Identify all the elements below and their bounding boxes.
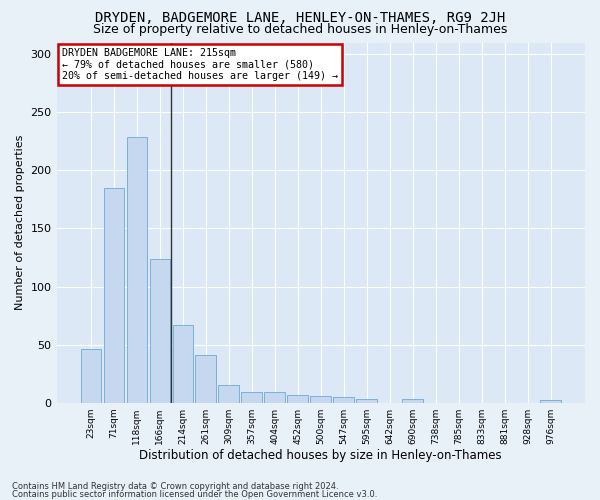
Text: DRYDEN, BADGEMORE LANE, HENLEY-ON-THAMES, RG9 2JH: DRYDEN, BADGEMORE LANE, HENLEY-ON-THAMES… [95, 11, 505, 25]
Bar [80, 350, 101, 403]
Bar [218, 386, 239, 402]
Bar [265, 392, 285, 402]
Bar [104, 188, 124, 402]
Bar [173, 325, 193, 402]
Bar [356, 399, 377, 402]
X-axis label: Distribution of detached houses by size in Henley-on-Thames: Distribution of detached houses by size … [139, 450, 502, 462]
Text: Size of property relative to detached houses in Henley-on-Thames: Size of property relative to detached ho… [93, 22, 507, 36]
Bar [310, 396, 331, 402]
Bar [403, 399, 423, 402]
Bar [241, 392, 262, 402]
Text: Contains public sector information licensed under the Open Government Licence v3: Contains public sector information licen… [12, 490, 377, 499]
Bar [196, 355, 216, 403]
Bar [149, 258, 170, 402]
Text: DRYDEN BADGEMORE LANE: 215sqm
← 79% of detached houses are smaller (580)
20% of : DRYDEN BADGEMORE LANE: 215sqm ← 79% of d… [62, 48, 338, 81]
Text: Contains HM Land Registry data © Crown copyright and database right 2024.: Contains HM Land Registry data © Crown c… [12, 482, 338, 491]
Bar [127, 136, 147, 402]
Bar [540, 400, 561, 402]
Bar [287, 394, 308, 402]
Y-axis label: Number of detached properties: Number of detached properties [15, 135, 25, 310]
Bar [334, 397, 354, 402]
